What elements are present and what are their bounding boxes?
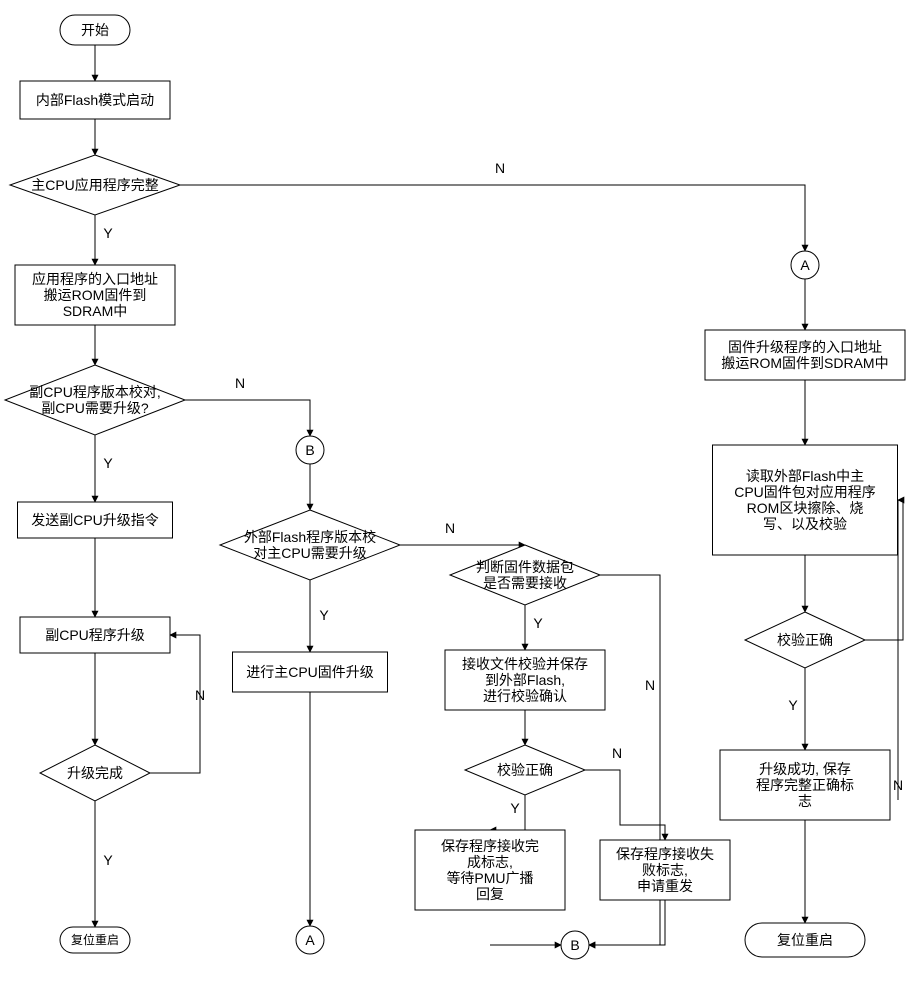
node-end2: 复位重启 <box>745 923 865 957</box>
node-n9: 固件升级程序的入口地址搬运ROM固件到SDRAM中 <box>705 330 905 380</box>
edge-label: Y <box>533 615 543 631</box>
edge-label: Y <box>319 607 329 623</box>
node-start: 开始 <box>60 15 130 45</box>
node-label: 发送副CPU升级指令 <box>31 512 159 528</box>
node-label: 败标志, <box>642 862 688 878</box>
node-connB: B <box>296 436 324 464</box>
edge-label: Y <box>103 852 113 868</box>
node-label: 副CPU需要升级? <box>41 400 149 416</box>
node-label: 升级成功, 保存 <box>759 761 851 777</box>
edge-label: N <box>645 677 655 693</box>
edge-label: N <box>893 777 903 793</box>
node-n1: 内部Flash模式启动 <box>20 81 170 119</box>
node-label: 应用程序的入口地址 <box>32 271 158 287</box>
node-n2: 应用程序的入口地址搬运ROM固件到SDRAM中 <box>15 265 175 325</box>
edge-label: Y <box>788 697 798 713</box>
edge-label: N <box>612 745 622 761</box>
node-label: 复位重启 <box>777 932 833 948</box>
node-label: A <box>305 932 315 948</box>
node-n10: 读取外部Flash中主CPU固件包对应用程序ROM区块擦除、烧写、以及校验 <box>713 445 898 555</box>
node-label: 副CPU程序版本校对, <box>29 384 160 400</box>
node-label: 进行主CPU固件升级 <box>246 664 374 680</box>
node-label: 进行校验确认 <box>483 688 567 704</box>
node-label: A <box>800 257 810 273</box>
node-d3: 升级完成 <box>40 745 150 801</box>
node-label: 升级完成 <box>67 765 123 781</box>
node-label: 回复 <box>476 886 504 902</box>
edge-label: N <box>235 375 245 391</box>
node-n6: 接收文件校验并保存到外部Flash,进行校验确认 <box>445 650 605 710</box>
node-label: 志 <box>798 793 812 809</box>
node-label: 外部Flash程序版本校 <box>244 529 376 545</box>
node-label: 主CPU应用程序完整 <box>31 177 159 193</box>
edge <box>180 185 805 251</box>
node-label: B <box>305 442 314 458</box>
node-d4: 外部Flash程序版本校对主CPU需要升级 <box>220 510 400 580</box>
edge <box>150 635 200 773</box>
node-label: 申请重发 <box>637 878 693 894</box>
flowchart: YNYNYNYNYNYNYN开始内部Flash模式启动主CPU应用程序完整应用程… <box>0 0 917 1000</box>
node-label: SDRAM中 <box>63 303 128 319</box>
node-label: 保存程序接收失 <box>616 846 714 862</box>
node-end1: 复位重启 <box>60 927 130 953</box>
node-label: 对主CPU需要升级 <box>253 545 367 561</box>
node-label: 等待PMU广播 <box>446 870 533 886</box>
node-label: 程序完整正确标 <box>756 777 854 793</box>
node-label: 内部Flash模式启动 <box>36 92 154 108</box>
node-label: 保存程序接收完 <box>441 838 539 854</box>
node-connA: A <box>791 251 819 279</box>
node-label: CPU固件包对应用程序 <box>734 484 876 500</box>
edge <box>490 795 525 830</box>
node-label: 复位重启 <box>71 932 119 947</box>
edge-label: Y <box>103 455 113 471</box>
node-label: 开始 <box>81 22 109 38</box>
node-label: 固件升级程序的入口地址 <box>728 339 882 355</box>
node-d7: 校验正确 <box>745 612 865 668</box>
node-label: 搬运ROM固件到SDRAM中 <box>721 355 888 371</box>
node-d5: 判断固件数据包是否需要接收 <box>450 545 600 605</box>
node-label: 是否需要接收 <box>483 575 567 591</box>
node-d2: 副CPU程序版本校对,副CPU需要升级? <box>5 365 185 435</box>
node-n8: 保存程序接收失败标志,申请重发 <box>600 840 730 900</box>
node-d6: 校验正确 <box>465 745 585 795</box>
node-label: 校验正确 <box>777 632 833 648</box>
edge-label: N <box>495 160 505 176</box>
node-label: ROM区块擦除、烧 <box>747 500 864 516</box>
node-label: 接收文件校验并保存 <box>462 656 588 672</box>
edge <box>185 400 310 436</box>
node-n5: 进行主CPU固件升级 <box>233 652 388 692</box>
node-label: 到外部Flash, <box>485 672 565 688</box>
edge-label: Y <box>103 225 113 241</box>
edge-label: N <box>445 520 455 536</box>
node-d1: 主CPU应用程序完整 <box>10 155 180 215</box>
edge-label: Y <box>510 800 520 816</box>
node-label: 判断固件数据包 <box>476 559 574 575</box>
node-n11: 升级成功, 保存程序完整正确标志 <box>720 750 890 820</box>
edge <box>585 770 665 840</box>
node-label: B <box>570 937 579 953</box>
node-label: 写、以及校验 <box>763 516 847 532</box>
node-connA2: A <box>296 926 324 954</box>
node-n4: 副CPU程序升级 <box>20 617 170 653</box>
node-label: 搬运ROM固件到 <box>44 287 147 303</box>
node-n3: 发送副CPU升级指令 <box>18 502 173 538</box>
node-connB2: B <box>561 931 589 959</box>
node-n7: 保存程序接收完成标志,等待PMU广播回复 <box>415 830 565 910</box>
node-label: 成标志, <box>467 854 513 870</box>
node-label: 读取外部Flash中主 <box>746 468 864 484</box>
edge-label: N <box>195 687 205 703</box>
node-label: 副CPU程序升级 <box>45 627 145 643</box>
edge <box>589 900 665 945</box>
node-label: 校验正确 <box>497 762 553 778</box>
